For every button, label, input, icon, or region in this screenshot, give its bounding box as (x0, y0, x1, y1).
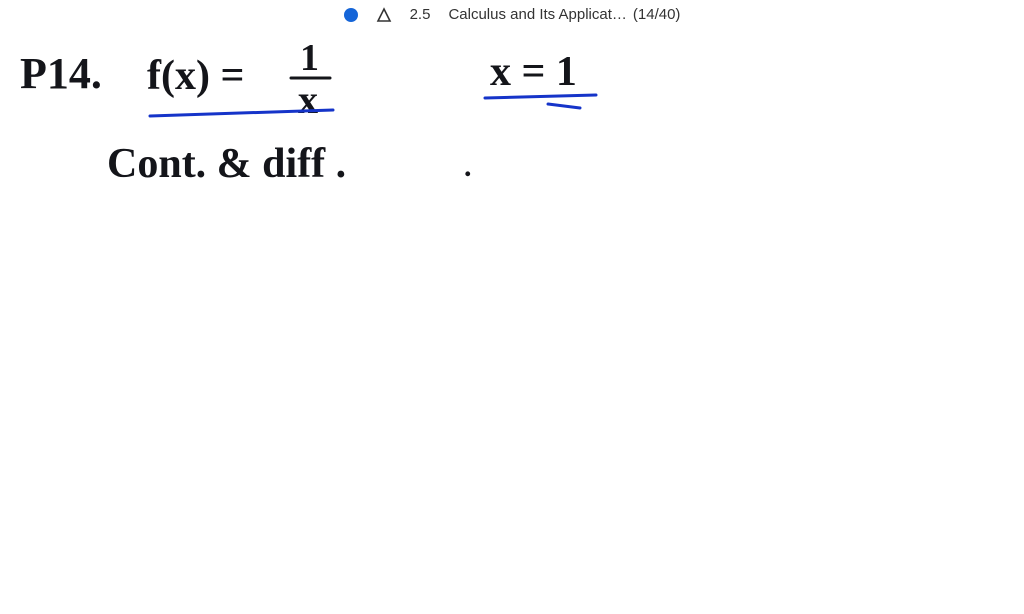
fx-underline (150, 110, 333, 116)
ink-strokes (0, 0, 1024, 614)
writing-canvas[interactable]: P14. f(x) = 1 x x = 1 Cont. & diff . . (0, 0, 1024, 614)
x1-underline-2 (548, 104, 580, 108)
x1-underline-1 (485, 95, 596, 98)
